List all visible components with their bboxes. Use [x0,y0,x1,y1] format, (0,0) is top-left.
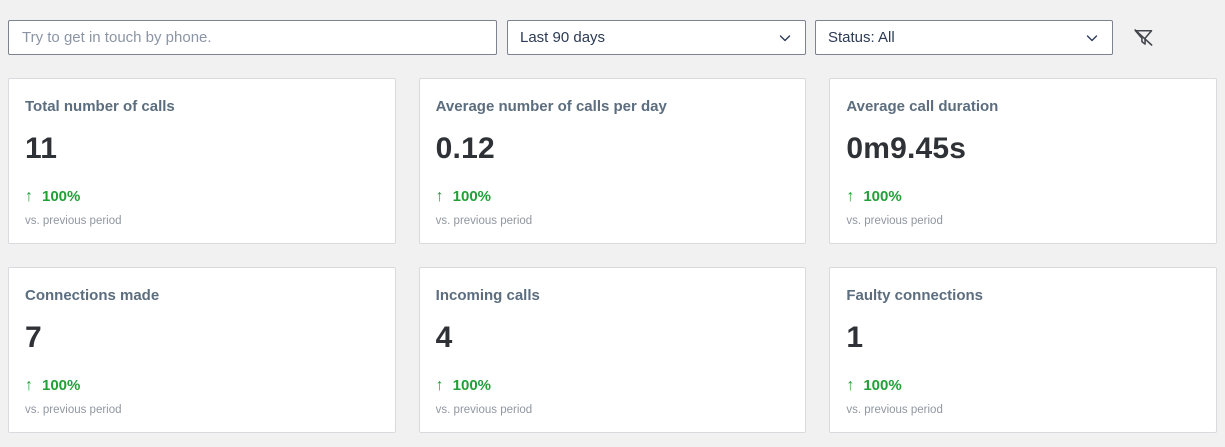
arrow-up-icon: ↑ [846,377,855,394]
chevron-down-icon [779,34,791,41]
card-title: Faulty connections [846,287,984,304]
status-select-value: Status: All [828,29,895,46]
card-value: 1 [846,321,864,354]
stat-card: Faulty connections 1 ↑ 100% vs. previous… [829,267,1217,433]
status-select[interactable]: Status: All [815,20,1113,55]
card-trend: ↑ 100% [436,377,790,394]
card-trend: ↑ 100% [436,188,790,205]
date-range-select[interactable]: Last 90 days [507,20,806,55]
chevron-down-icon [1086,34,1098,41]
card-title: Incoming calls [435,287,540,304]
card-comparison-label: vs. previous period [435,404,533,416]
stat-card: Average number of calls per day 0.12 ↑ 1… [418,78,807,244]
card-title: Total number of calls [25,98,175,115]
card-comparison-label: vs. previous period [846,404,943,416]
date-range-select-value: Last 90 days [520,29,606,46]
stat-card: Connections made 7 ↑ 100% vs. previous p… [8,267,396,433]
card-title: Connections made [25,287,160,304]
filter-off-icon [1133,29,1152,46]
arrow-up-icon: ↑ [25,377,33,394]
card-change-percent: 100% [452,188,492,205]
clear-filters-button[interactable] [1128,23,1158,53]
card-change-percent: 100% [452,377,492,394]
card-comparison-label: vs. previous period [25,404,122,416]
card-change-percent: 100% [863,188,902,205]
card-title: Average call duration [846,98,999,115]
card-comparison-label: vs. previous period [435,215,533,227]
card-trend: ↑ 100% [846,377,1200,394]
stats-cards-grid: Total number of calls 11 ↑ 100% vs. prev… [8,78,1217,433]
search-input[interactable] [8,20,497,55]
arrow-up-icon: ↑ [435,188,444,205]
card-value: 11 [25,132,58,165]
card-trend: ↑ 100% [846,188,1200,205]
card-comparison-label: vs. previous period [25,215,122,227]
card-value: 7 [25,321,42,354]
stat-card: Incoming calls 4 ↑ 100% vs. previous per… [418,267,807,433]
arrow-up-icon: ↑ [846,188,855,205]
card-title: Average number of calls per day [435,98,667,115]
card-comparison-label: vs. previous period [846,215,943,227]
arrow-up-icon: ↑ [435,377,444,394]
card-value: 0.12 [435,132,495,165]
card-value: 4 [435,321,453,354]
stat-card: Total number of calls 11 ↑ 100% vs. prev… [8,78,396,244]
card-change-percent: 100% [42,377,81,394]
card-value: 0m9.45s [846,132,967,165]
card-trend: ↑ 100% [25,188,379,205]
card-trend: ↑ 100% [25,377,379,394]
card-change-percent: 100% [42,188,81,205]
filter-bar: Last 90 days Status: All [0,0,1225,55]
arrow-up-icon: ↑ [25,188,33,205]
card-change-percent: 100% [863,377,902,394]
stat-card: Average call duration 0m9.45s ↑ 100% vs.… [829,78,1217,244]
